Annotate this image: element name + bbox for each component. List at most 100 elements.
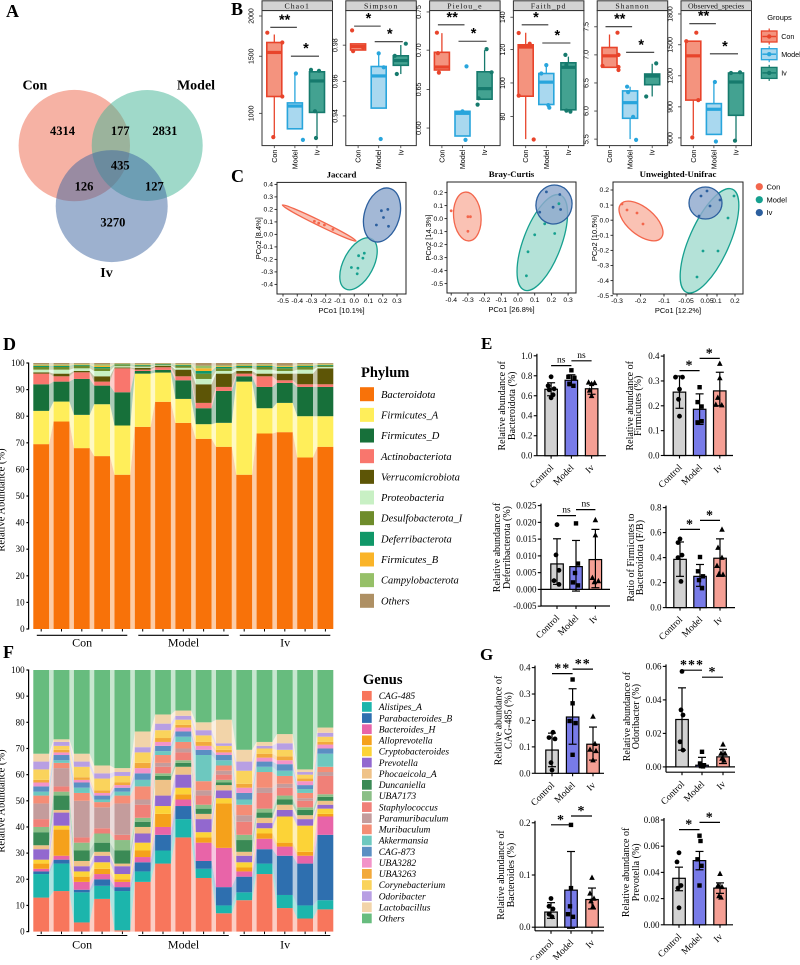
svg-text:PCo1 [26.8%]: PCo1 [26.8%] — [488, 305, 534, 314]
svg-text:0.025: 0.025 — [516, 501, 537, 511]
svg-text:**: ** — [698, 9, 710, 25]
svg-text:G: G — [480, 645, 493, 664]
svg-text:Relative Abundance (%): Relative Abundance (%) — [0, 749, 8, 853]
svg-text:Iv: Iv — [280, 938, 290, 952]
svg-text:0.3: 0.3 — [264, 194, 274, 201]
svg-text:30: 30 — [16, 848, 26, 858]
svg-text:Campylobacterota: Campylobacterota — [381, 576, 459, 587]
svg-text:-0.3: -0.3 — [431, 255, 443, 262]
svg-text:-0.2: -0.2 — [479, 297, 491, 304]
svg-text:*: * — [722, 39, 728, 55]
svg-text:0.005: 0.005 — [516, 568, 537, 578]
svg-text:Actinobacteriota: Actinobacteriota — [380, 452, 452, 463]
svg-text:ns: ns — [557, 356, 566, 366]
svg-text:Iv: Iv — [648, 149, 657, 155]
svg-text:-0.4: -0.4 — [291, 298, 303, 305]
svg-text:1.0: 1.0 — [521, 351, 533, 361]
svg-text:Bacteroidota: Bacteroidota — [381, 390, 435, 401]
svg-text:Relative Abundance (%): Relative Abundance (%) — [0, 448, 8, 552]
svg-text:Con: Con — [72, 636, 92, 650]
svg-text:Model: Model — [374, 149, 383, 169]
svg-text:Chao1: Chao1 — [285, 1, 310, 10]
svg-text:50: 50 — [16, 491, 26, 501]
svg-text:**: ** — [279, 12, 291, 28]
svg-text:0.2: 0.2 — [648, 401, 659, 411]
svg-text:0.70: 0.70 — [416, 43, 423, 57]
svg-text:Bacteroidota (%): Bacteroidota (%) — [507, 372, 518, 441]
svg-text:0.2: 0.2 — [730, 298, 740, 305]
svg-text:140: 140 — [500, 11, 507, 23]
svg-text:*: * — [706, 346, 714, 361]
svg-text:Model: Model — [168, 636, 200, 650]
svg-text:20: 20 — [16, 571, 26, 581]
svg-text:0.1: 0.1 — [712, 298, 722, 305]
svg-text:7.0: 7.0 — [584, 50, 591, 60]
svg-text:10: 10 — [16, 597, 26, 607]
svg-text:Con: Con — [72, 938, 92, 952]
svg-text:Bacteroides (%): Bacteroides (%) — [506, 843, 517, 908]
svg-text:-0.1: -0.1 — [334, 298, 346, 305]
svg-text:Model: Model — [709, 149, 718, 169]
svg-text:1500: 1500 — [249, 48, 256, 64]
svg-text:20: 20 — [16, 874, 26, 884]
svg-text:CAG-873: CAG-873 — [379, 848, 416, 858]
svg-text:30: 30 — [16, 544, 26, 554]
svg-text:Prevotella: Prevotella — [378, 759, 418, 769]
svg-text:60: 60 — [16, 770, 26, 780]
svg-text:0.4: 0.4 — [264, 182, 274, 189]
svg-text:0.1: 0.1 — [600, 202, 610, 209]
svg-text:0.2: 0.2 — [650, 578, 661, 588]
svg-text:0.65: 0.65 — [416, 82, 423, 96]
svg-text:Lactobacillus: Lactobacillus — [378, 904, 431, 914]
svg-text:0.06: 0.06 — [644, 841, 660, 851]
svg-text:0.1: 0.1 — [434, 203, 444, 210]
svg-text:Shannon: Shannon — [615, 1, 649, 10]
svg-text:Duncaniella: Duncaniella — [378, 781, 426, 791]
svg-text:-0.4: -0.4 — [431, 268, 443, 275]
svg-text:1800: 1800 — [668, 6, 675, 22]
svg-text:Cryptobacteroides: Cryptobacteroides — [379, 748, 450, 758]
svg-text:Paramuribaculum: Paramuribaculum — [378, 815, 449, 825]
svg-text:0.3: 0.3 — [648, 376, 660, 386]
svg-text:-0.5: -0.5 — [277, 298, 289, 305]
svg-text:A: A — [6, 1, 19, 21]
svg-text:PCo2 [10.5%]: PCo2 [10.5%] — [590, 215, 599, 261]
svg-text:Iv: Iv — [781, 69, 787, 78]
svg-text:*: * — [303, 41, 309, 57]
svg-text:PCo2 [8.4%]: PCo2 [8.4%] — [254, 217, 263, 259]
svg-text:**: ** — [575, 657, 591, 672]
svg-text:-0.4: -0.4 — [261, 282, 273, 289]
svg-text:ns: ns — [581, 500, 590, 510]
svg-text:0.1: 0.1 — [264, 219, 274, 226]
svg-text:0.2: 0.2 — [521, 431, 532, 441]
svg-text:**: ** — [447, 10, 459, 26]
svg-text:127: 127 — [145, 180, 164, 194]
svg-text:0.0: 0.0 — [521, 451, 533, 461]
svg-text:900: 900 — [668, 101, 675, 113]
svg-text:0.02: 0.02 — [644, 894, 660, 904]
svg-text:UBA3263: UBA3263 — [379, 870, 417, 880]
svg-text:**: ** — [614, 12, 626, 28]
svg-text:Bacteroides_H: Bacteroides_H — [379, 725, 437, 735]
svg-text:80: 80 — [500, 113, 507, 121]
svg-text:*: * — [554, 28, 560, 44]
svg-text:Alistipes_A: Alistipes_A — [378, 703, 422, 713]
svg-text:0.2: 0.2 — [600, 187, 610, 194]
svg-text:Proteobacteria: Proteobacteria — [380, 493, 444, 504]
svg-text:435: 435 — [111, 159, 130, 173]
svg-text:-0.2: -0.2 — [320, 298, 332, 305]
svg-text:Firmicutes_A: Firmicutes_A — [380, 410, 439, 421]
svg-text:UBA3282: UBA3282 — [379, 859, 417, 869]
svg-text:Iv: Iv — [564, 149, 573, 155]
svg-text:0: 0 — [20, 927, 25, 937]
svg-text:0.98: 0.98 — [332, 38, 339, 52]
svg-text:0.1: 0.1 — [648, 426, 659, 436]
svg-text:2831: 2831 — [152, 124, 177, 138]
svg-text:0.015: 0.015 — [516, 534, 537, 544]
svg-text:3270: 3270 — [100, 216, 125, 230]
svg-text:60: 60 — [16, 464, 26, 474]
svg-text:-0.4: -0.4 — [597, 278, 609, 285]
svg-text:7.5: 7.5 — [584, 22, 591, 32]
svg-text:Model: Model — [626, 149, 635, 169]
svg-text:0.4: 0.4 — [519, 663, 531, 673]
